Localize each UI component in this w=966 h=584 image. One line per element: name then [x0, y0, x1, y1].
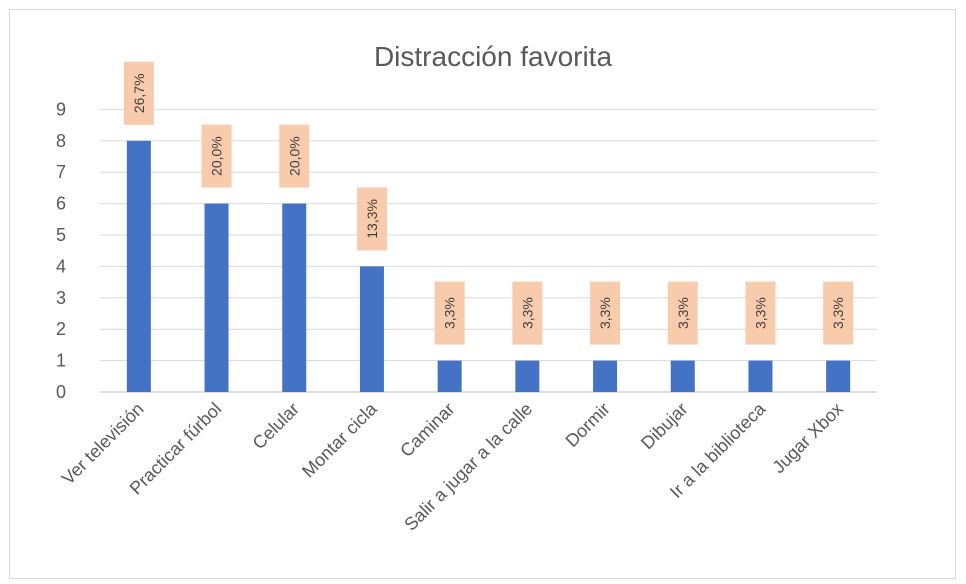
data-label-text: 13,3%: [364, 199, 380, 239]
data-label-text: 3,3%: [442, 297, 458, 329]
chart-frame: [9, 9, 956, 579]
data-label: 3,3%: [590, 281, 621, 345]
data-label: 3,3%: [667, 281, 698, 345]
x-category-label: Dibujar: [637, 399, 691, 453]
data-labels: 26,7% 20,0% 20,0% 13,3% 3,3% 3,3% 3,3% 3,3% 3,3%…: [123, 61, 854, 345]
data-label-box: [434, 281, 465, 345]
data-label-text: 3,3%: [830, 297, 846, 329]
bar: [282, 203, 307, 392]
y-tick-label: 7: [56, 162, 66, 182]
chart-title: Distracción favorita: [374, 41, 613, 72]
x-category-label: Celular: [249, 399, 303, 453]
data-label: 20,0%: [279, 124, 310, 188]
x-category-label: Montar cicla: [298, 398, 381, 481]
data-label-text: 20,0%: [286, 136, 302, 176]
y-tick-label: 0: [56, 382, 66, 402]
y-tick-label: 5: [56, 225, 66, 245]
data-label: 3,3%: [823, 281, 854, 345]
data-label-text: 3,3%: [597, 297, 613, 329]
bar: [204, 203, 229, 392]
data-label-box: [279, 124, 310, 188]
y-tick-label: 4: [56, 256, 66, 276]
bar: [748, 360, 773, 392]
data-label-text: 20,0%: [209, 136, 225, 176]
x-category-label: Dormir: [562, 399, 614, 451]
data-label-box: [201, 124, 232, 188]
y-tick-label: 9: [56, 99, 66, 119]
data-label-box: [590, 281, 621, 345]
data-label-box: [356, 187, 387, 251]
bars: [126, 140, 851, 392]
data-label-text: 26,7%: [131, 73, 147, 113]
data-label-box: [823, 281, 854, 345]
data-label: 3,3%: [512, 281, 543, 345]
x-category-label: Salir a jugar a la calle: [400, 399, 536, 535]
y-tick-label: 6: [56, 194, 66, 214]
bar: [515, 360, 540, 392]
bar: [826, 360, 851, 392]
data-label-box: [667, 281, 698, 345]
data-label: 20,0%: [201, 124, 232, 188]
y-axis-ticks: 0 1 2 3 4 5 6 7 8 9: [56, 99, 66, 402]
y-tick-label: 3: [56, 288, 66, 308]
y-tick-label: 2: [56, 319, 66, 339]
x-category-label: Jugar Xbox: [768, 399, 847, 478]
data-label: 3,3%: [745, 281, 776, 345]
data-label: 13,3%: [356, 187, 387, 251]
data-label-text: 3,3%: [519, 297, 535, 329]
bar: [359, 266, 384, 392]
bar: [593, 360, 618, 392]
data-label: 3,3%: [434, 281, 465, 345]
bar: [437, 360, 462, 392]
y-tick-label: 8: [56, 131, 66, 151]
data-label-text: 3,3%: [752, 297, 768, 329]
data-label-box: [512, 281, 543, 345]
data-label: 26,7%: [123, 61, 154, 125]
bar: [126, 140, 151, 392]
data-label-text: 3,3%: [675, 297, 691, 329]
data-label-box: [123, 61, 154, 125]
x-category-label: Caminar: [396, 399, 458, 461]
data-label-box: [745, 281, 776, 345]
bar: [670, 360, 695, 392]
y-tick-label: 1: [56, 351, 66, 371]
